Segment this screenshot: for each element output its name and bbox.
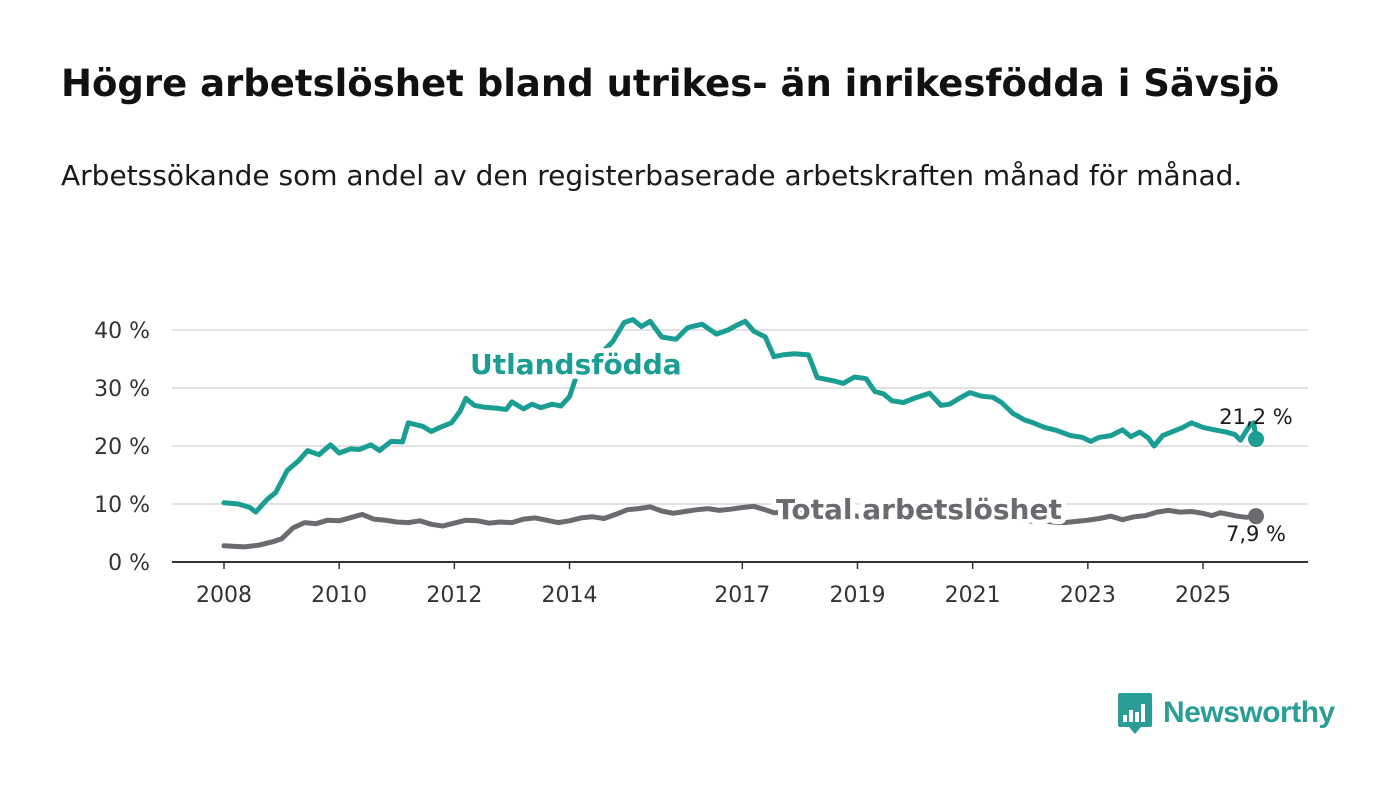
x-axis: 2008 2010 2012 2014 2017 2019 2021 2023 2025 bbox=[172, 561, 1308, 608]
y-tick-label: 30 % bbox=[94, 377, 150, 402]
x-tick-label: 2025 bbox=[1175, 583, 1231, 608]
series-label-total: Total arbetslöshet bbox=[776, 493, 1062, 526]
x-tick-label: 2023 bbox=[1060, 583, 1116, 608]
chart-title: Högre arbetslöshet bland utrikes- än inr… bbox=[61, 62, 1280, 105]
series-lines bbox=[221, 317, 1264, 550]
x-tick-label: 2010 bbox=[311, 583, 367, 608]
y-tick-label: 20 % bbox=[94, 435, 150, 460]
x-tick-label: 2008 bbox=[196, 583, 252, 608]
x-tick-label: 2014 bbox=[542, 583, 598, 608]
series-labels: Utlandsfödda Total arbetslöshet 21,2 % 7,9 … bbox=[465, 343, 1293, 546]
series-line-utlandsfodda bbox=[221, 317, 1259, 515]
x-tick-label: 2012 bbox=[426, 583, 482, 608]
y-tick-label: 10 % bbox=[94, 493, 150, 518]
brand-name: Newsworthy bbox=[1163, 696, 1335, 729]
series-label-utlandsfodda: Utlandsfödda bbox=[470, 348, 682, 381]
end-value-utlandsfodda: 21,2 % bbox=[1219, 405, 1292, 429]
y-tick-label: 40 % bbox=[94, 319, 150, 344]
series-line-total bbox=[221, 503, 1259, 550]
y-tick-label: 0 % bbox=[108, 551, 150, 576]
x-tick-label: 2021 bbox=[945, 583, 1001, 608]
grid-lines: 0 % 10 % 20 % 30 % 40 % bbox=[94, 319, 1308, 576]
x-tick-label: 2017 bbox=[714, 583, 770, 608]
end-value-total: 7,9 % bbox=[1226, 522, 1286, 546]
series-end-marker bbox=[1248, 508, 1264, 525]
bar-chart-speech-bubble-icon bbox=[1118, 693, 1152, 734]
x-tick-label: 2019 bbox=[829, 583, 885, 608]
series-end-marker bbox=[1248, 431, 1264, 448]
newsworthy-logo[interactable]: Newsworthy bbox=[1117, 690, 1335, 736]
chart-subtitle: Arbetssökande som andel av den registerb… bbox=[61, 159, 1243, 192]
